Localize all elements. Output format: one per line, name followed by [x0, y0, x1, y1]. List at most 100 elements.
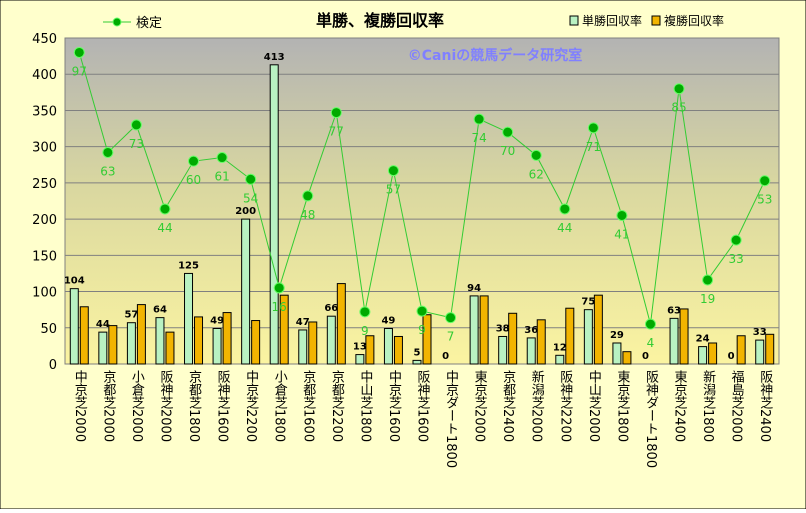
x-tick-label: 中京芝1600: [386, 370, 402, 442]
tansho-bar: [98, 331, 108, 365]
kentei-label: 77: [329, 125, 344, 139]
y-tick-label: 400: [32, 68, 57, 83]
kentei-label: 61: [214, 170, 229, 184]
x-tick-label: 阪神ダート1800: [643, 370, 659, 468]
kentei-point: [273, 282, 285, 294]
kentei-point: [559, 203, 571, 215]
x-tick-label: 京都芝2400: [500, 370, 516, 442]
bar-value-label: 47: [296, 317, 310, 328]
bar-value-label: 29: [610, 330, 624, 341]
y-axis-ticks: 0 50 100 150 200 250 300 350 400 450: [32, 32, 57, 373]
bar-value-label: 49: [381, 316, 395, 327]
bar-value-label: 94: [467, 283, 481, 294]
x-tick-label: 東京芝1800: [614, 369, 630, 442]
bar-value-label: 36: [524, 325, 538, 336]
kentei-label: 44: [157, 221, 172, 235]
bar-value-label: 44: [96, 319, 110, 330]
x-tick-label: 京都芝2200: [329, 370, 345, 442]
bar-value-label: 125: [178, 260, 199, 271]
x-tick-label: 阪神芝1600: [215, 370, 231, 442]
kentei-point: [673, 83, 685, 95]
kentei-label: 9: [361, 324, 369, 338]
tansho-bar: [69, 288, 79, 365]
fukusho-bar: [165, 331, 175, 365]
kentei-point: [302, 190, 314, 202]
y-tick-label: 350: [32, 104, 57, 119]
x-tick-label: 中山芝2000: [586, 370, 602, 442]
fukusho-bar: [365, 335, 375, 365]
fukusho-bar: [251, 320, 261, 365]
fukusho-bar: [679, 308, 689, 365]
kentei-point: [359, 306, 371, 318]
fukusho-bar: [593, 294, 603, 365]
legend-label: 検定: [136, 16, 162, 31]
bar-value-label: 0: [642, 351, 649, 362]
bar-value-label: 64: [153, 305, 167, 316]
kentei-label: 71: [586, 140, 601, 154]
bar-value-label: 38: [496, 323, 510, 334]
tansho-bar: [184, 272, 194, 365]
kentei-point: [445, 312, 457, 324]
bar-value-label: 33: [753, 327, 767, 338]
kentei-point: [644, 318, 656, 330]
tansho-bar: [583, 309, 593, 365]
fukusho-bar: [136, 304, 146, 365]
tansho-bar: [241, 218, 251, 365]
kentei-point: [188, 155, 200, 167]
kentei-label: 62: [529, 167, 544, 181]
bar-value-label: 49: [210, 316, 224, 327]
tansho-bar: [355, 354, 365, 365]
fukusho-bar: [708, 342, 718, 365]
kentei-point: [473, 113, 485, 125]
bar-value-label: 24: [696, 334, 710, 345]
kentei-point: [416, 305, 428, 317]
bar-value-label: 200: [235, 206, 256, 217]
y-tick-label: 50: [40, 322, 57, 337]
kentei-label: 44: [557, 221, 572, 235]
kentei-label: 53: [757, 193, 772, 207]
bar-value-label: 75: [581, 297, 595, 308]
x-tick-label: 中京芝2200: [243, 370, 259, 442]
x-tick-label: 福島芝2000: [729, 370, 745, 442]
fukusho-bar: [279, 294, 289, 365]
tansho-bar: [269, 64, 279, 365]
kentei-label: 16: [272, 300, 287, 314]
legend-point-marker: [112, 17, 122, 27]
tansho-bar: [698, 346, 708, 365]
fukusho-bar: [308, 321, 318, 365]
tansho-bar: [469, 295, 479, 365]
fukusho-bar: [336, 283, 346, 365]
kentei-point: [159, 203, 171, 215]
kentei-label: 97: [72, 64, 87, 78]
fukusho-bar: [565, 307, 575, 365]
x-tick-label: 阪神芝2000: [157, 370, 173, 442]
fukusho-bar: [736, 335, 746, 365]
tansho-bar: [212, 328, 222, 365]
fukusho-bar: [422, 314, 432, 365]
kentei-label: 73: [129, 137, 144, 151]
x-axis-labels: 中京芝2000 京都芝2000 小倉芝2000 阪神芝2000 京都芝1800 阪神芝16…: [72, 369, 773, 468]
bar-value-label: 413: [264, 52, 285, 63]
kentei-point: [216, 152, 228, 164]
kentei-point: [387, 165, 399, 177]
bar-value-label: 104: [64, 276, 85, 287]
tansho-bar: [126, 322, 136, 365]
kentei-label: 9: [418, 323, 426, 337]
tansho-bar: [326, 315, 336, 365]
kentei-label: 60: [186, 173, 201, 187]
tansho-bar: [298, 329, 308, 365]
fukusho-bar: [108, 325, 118, 365]
kentei-label: 57: [386, 183, 401, 197]
kentei-point: [245, 173, 257, 185]
bar-value-label: 12: [553, 342, 567, 353]
x-tick-label: 中京ダート1800: [443, 370, 459, 468]
tansho-bar: [498, 335, 508, 365]
chart-title: 単勝、複勝回収率: [316, 11, 444, 30]
kentei-point: [616, 209, 628, 221]
bars: [69, 64, 775, 365]
x-tick-label: 京都芝1800: [186, 370, 202, 442]
tansho-bar: [612, 342, 622, 365]
tansho-bar: [526, 337, 536, 365]
